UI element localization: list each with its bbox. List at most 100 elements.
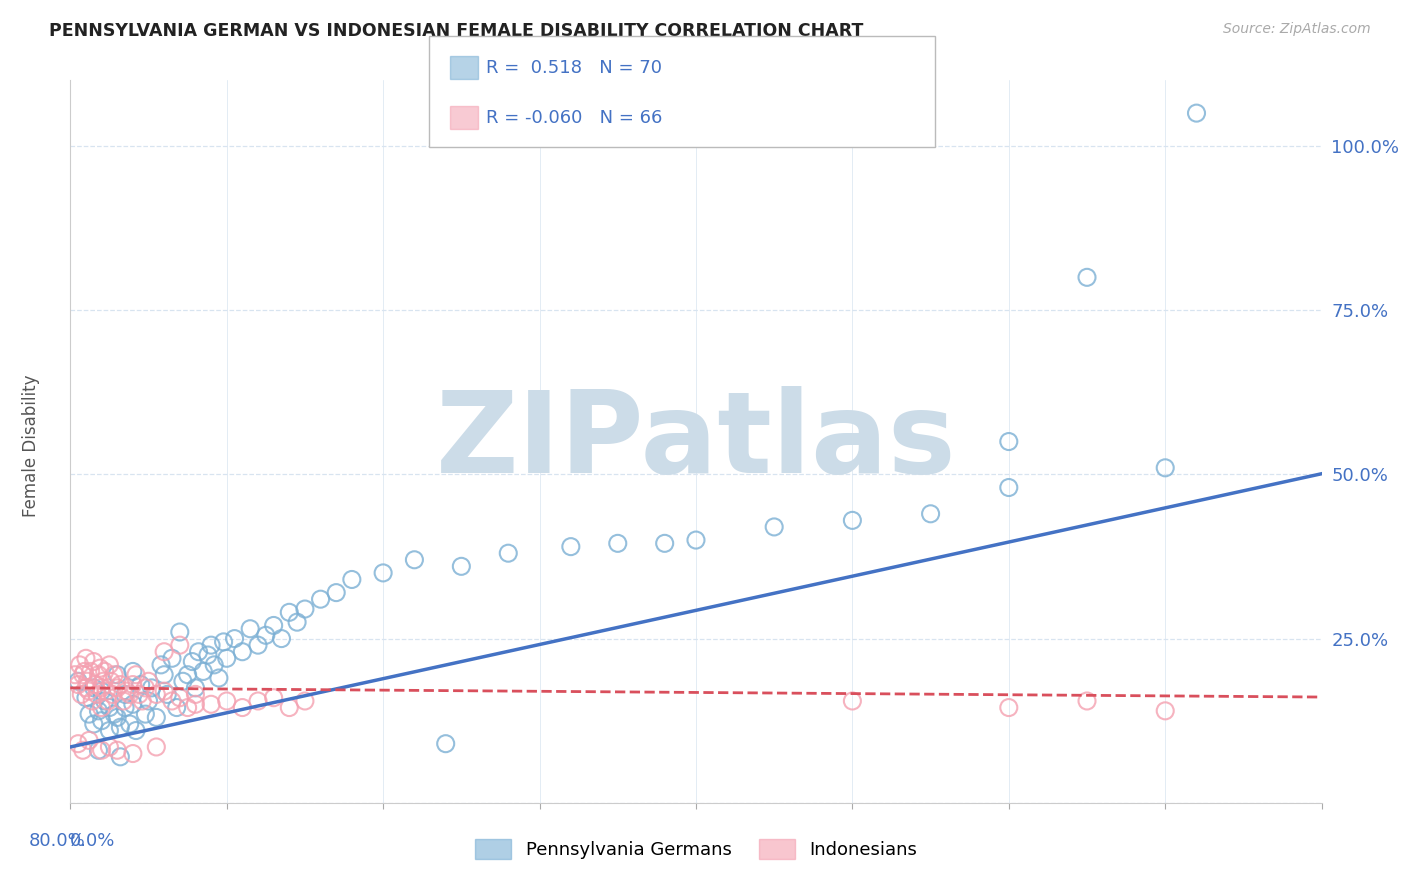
Point <box>169 690 191 705</box>
Point <box>169 625 191 640</box>
Point <box>325 585 347 599</box>
Point <box>87 704 110 718</box>
Point <box>90 743 112 757</box>
Point <box>121 698 145 712</box>
Point <box>224 632 246 646</box>
Point <box>138 694 160 708</box>
Point <box>202 657 225 672</box>
Point <box>263 618 285 632</box>
Point <box>83 681 105 695</box>
Point <box>145 739 167 754</box>
Point <box>278 605 301 619</box>
Point <box>110 677 132 691</box>
Text: R = -0.060   N = 66: R = -0.060 N = 66 <box>486 109 662 127</box>
Point <box>184 681 207 695</box>
Text: PENNSYLVANIA GERMAN VS INDONESIAN FEMALE DISABILITY CORRELATION CHART: PENNSYLVANIA GERMAN VS INDONESIAN FEMALE… <box>49 22 863 40</box>
Point <box>77 684 100 698</box>
Text: 0.0%: 0.0% <box>70 831 115 850</box>
Point <box>1185 106 1208 120</box>
Point <box>450 559 472 574</box>
Point <box>103 667 125 681</box>
Point <box>67 677 90 691</box>
Point <box>197 648 219 662</box>
Point <box>270 632 292 646</box>
Point <box>82 694 104 708</box>
Point <box>998 700 1021 714</box>
Point <box>98 657 121 672</box>
Point <box>247 638 270 652</box>
Point <box>1154 704 1177 718</box>
Point <box>101 687 124 701</box>
Point <box>75 690 97 705</box>
Point <box>134 707 156 722</box>
Point <box>77 733 100 747</box>
Point <box>212 635 235 649</box>
Point <box>184 687 207 701</box>
Point <box>67 674 90 689</box>
Point <box>125 723 148 738</box>
Text: R =  0.518   N = 70: R = 0.518 N = 70 <box>486 59 662 77</box>
Point <box>294 694 316 708</box>
Point <box>998 481 1021 495</box>
Point <box>129 677 152 691</box>
Point <box>118 687 141 701</box>
Point <box>498 546 520 560</box>
Point <box>103 707 125 722</box>
Point <box>90 714 112 728</box>
Point <box>75 651 97 665</box>
Point <box>156 687 179 701</box>
Point <box>112 694 135 708</box>
Point <box>160 694 183 708</box>
Point <box>606 536 628 550</box>
Point <box>83 655 105 669</box>
Point <box>110 720 132 734</box>
Point <box>254 628 277 642</box>
Point <box>72 667 94 681</box>
Point <box>75 681 97 695</box>
Text: Female Disability: Female Disability <box>22 375 39 517</box>
Text: 80.0%: 80.0% <box>30 831 86 850</box>
Point <box>215 651 238 665</box>
Point <box>1076 694 1098 708</box>
Point <box>90 684 112 698</box>
Point <box>98 739 121 754</box>
Point <box>141 681 163 695</box>
Point <box>560 540 582 554</box>
Point <box>200 638 222 652</box>
Point <box>200 698 222 712</box>
Point <box>105 710 128 724</box>
Point <box>77 707 100 722</box>
Point <box>176 667 198 681</box>
Point <box>105 681 128 695</box>
Point <box>187 645 209 659</box>
Point <box>166 700 188 714</box>
Point <box>263 690 285 705</box>
Point <box>763 520 786 534</box>
Point <box>125 667 148 681</box>
Point <box>193 665 215 679</box>
Point <box>153 645 176 659</box>
Point <box>169 638 191 652</box>
Point <box>131 694 153 708</box>
Point <box>98 700 121 714</box>
Point <box>231 645 253 659</box>
Point <box>63 667 86 681</box>
Point <box>114 687 136 701</box>
Point <box>93 665 115 679</box>
Point <box>115 684 138 698</box>
Point <box>90 700 112 714</box>
Point <box>86 687 108 701</box>
Point <box>98 723 121 738</box>
Point <box>153 667 176 681</box>
Point <box>96 684 118 698</box>
Point <box>121 677 145 691</box>
Point <box>434 737 457 751</box>
Point <box>90 681 112 695</box>
Point <box>84 677 107 691</box>
Point <box>110 749 132 764</box>
Point <box>114 700 136 714</box>
Point <box>97 694 120 708</box>
Point <box>841 694 863 708</box>
Point <box>91 674 114 689</box>
Point <box>294 602 316 616</box>
